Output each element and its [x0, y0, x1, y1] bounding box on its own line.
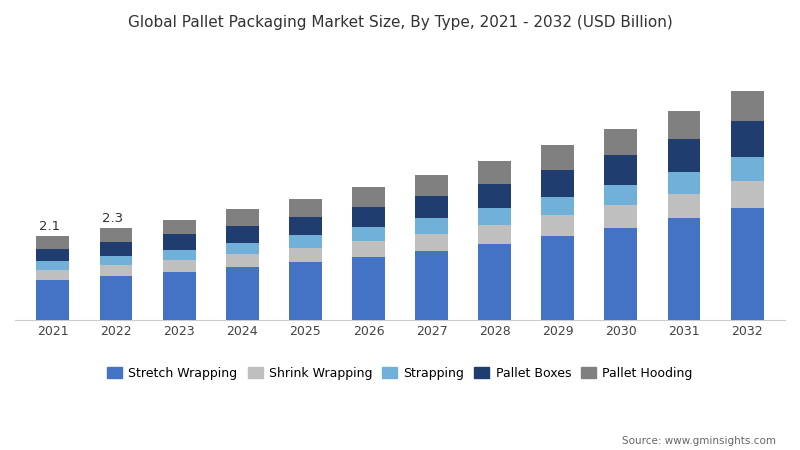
Bar [542, 236, 574, 320]
Bar [415, 218, 448, 234]
Bar [226, 267, 258, 320]
Bar [226, 254, 258, 267]
Bar [162, 272, 195, 320]
Bar [352, 227, 385, 241]
Bar [668, 218, 701, 320]
Bar [415, 175, 448, 196]
Bar [605, 205, 638, 228]
Text: Source: www.gminsights.com: Source: www.gminsights.com [622, 436, 776, 446]
Bar [352, 187, 385, 207]
Bar [289, 262, 322, 320]
Text: 2.1: 2.1 [39, 220, 60, 233]
Bar [226, 225, 258, 243]
Bar [478, 161, 511, 184]
Legend: Stretch Wrapping, Shrink Wrapping, Strapping, Pallet Boxes, Pallet Hooding: Stretch Wrapping, Shrink Wrapping, Strap… [102, 362, 698, 385]
Bar [668, 139, 701, 171]
Bar [99, 276, 132, 320]
Bar [37, 236, 70, 248]
Bar [668, 171, 701, 194]
Bar [226, 243, 258, 254]
Bar [289, 235, 322, 248]
Text: 2.3: 2.3 [102, 212, 123, 225]
Bar [352, 256, 385, 320]
Bar [99, 242, 132, 256]
Bar [37, 270, 70, 280]
Bar [352, 241, 385, 256]
Bar [605, 129, 638, 155]
Bar [542, 170, 574, 197]
Bar [415, 234, 448, 251]
Bar [542, 145, 574, 170]
Bar [415, 251, 448, 320]
Bar [37, 248, 70, 261]
Bar [730, 91, 763, 121]
Bar [289, 217, 322, 235]
Bar [605, 185, 638, 205]
Bar [478, 208, 511, 225]
Bar [162, 250, 195, 260]
Bar [415, 196, 448, 218]
Bar [289, 199, 322, 217]
Bar [730, 208, 763, 320]
Bar [99, 256, 132, 266]
Bar [226, 210, 258, 225]
Bar [605, 228, 638, 320]
Bar [730, 157, 763, 181]
Bar [668, 194, 701, 218]
Bar [37, 261, 70, 270]
Bar [162, 260, 195, 272]
Bar [99, 266, 132, 276]
Bar [99, 228, 132, 242]
Bar [668, 111, 701, 139]
Bar [478, 184, 511, 208]
Title: Global Pallet Packaging Market Size, By Type, 2021 - 2032 (USD Billion): Global Pallet Packaging Market Size, By … [128, 15, 672, 30]
Bar [542, 215, 574, 236]
Bar [730, 181, 763, 208]
Bar [289, 248, 322, 262]
Bar [605, 155, 638, 185]
Bar [730, 121, 763, 157]
Bar [37, 280, 70, 320]
Bar [478, 225, 511, 244]
Bar [542, 197, 574, 215]
Bar [478, 244, 511, 320]
Bar [352, 207, 385, 227]
Bar [162, 234, 195, 250]
Bar [162, 220, 195, 234]
